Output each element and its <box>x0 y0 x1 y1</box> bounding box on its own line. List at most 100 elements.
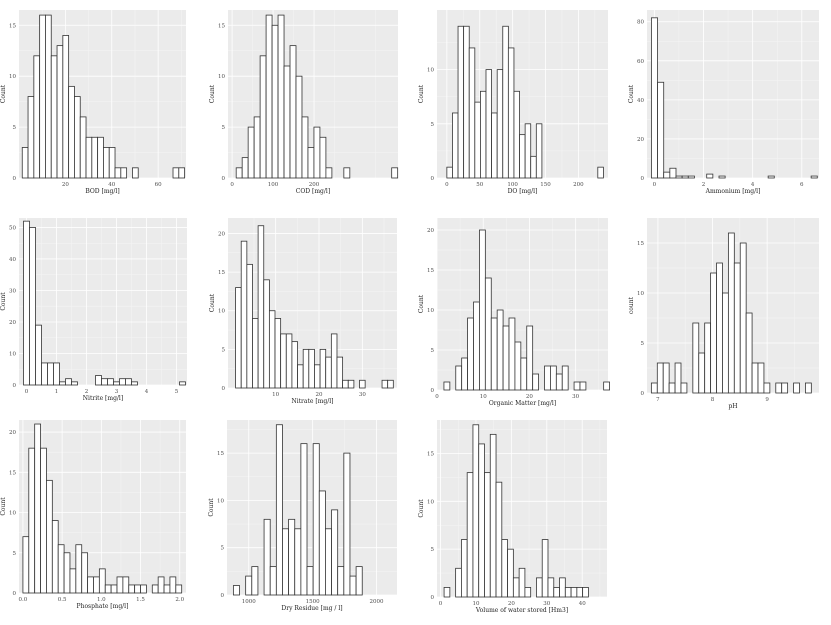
histogram-bar <box>573 381 581 391</box>
histogram-bar <box>104 584 112 594</box>
histogram-bar <box>541 539 549 598</box>
histogram-bar <box>289 45 297 179</box>
x-tick-label: 0 <box>445 182 449 188</box>
y-axis-label: Count <box>418 84 425 103</box>
x-tick-label: 20 <box>316 392 323 398</box>
y-tick-label: 10 <box>9 74 16 80</box>
y-tick-label: 5 <box>431 122 435 128</box>
x-tick-label: 60 <box>155 182 162 188</box>
histogram-bar <box>39 14 46 179</box>
y-tick-label: 15 <box>9 23 16 29</box>
histogram-bar <box>45 14 52 179</box>
histogram-bar <box>235 287 242 389</box>
y-tick-label: 5 <box>221 546 225 552</box>
plot-background <box>19 218 187 385</box>
histogram-bar <box>489 433 497 598</box>
x-tick-label: 10 <box>472 601 479 607</box>
y-tick-label: 15 <box>217 451 224 457</box>
histogram-bar <box>257 225 265 389</box>
histogram-bar <box>47 362 54 386</box>
histogram-bar <box>751 362 759 394</box>
histogram-panel: 0 10 20 30 40 0 5 10 15 Volume of water stored [H… <box>418 420 607 614</box>
histogram-bar <box>283 65 291 179</box>
histogram-bar <box>680 382 688 394</box>
y-tick-label: 5 <box>222 347 226 353</box>
x-tick-label: 40 <box>579 601 586 607</box>
plot-background <box>647 10 819 178</box>
x-tick-label: 20 <box>526 394 533 400</box>
y-tick-label: 0 <box>222 176 226 182</box>
y-tick-label: 40 <box>9 257 16 263</box>
histogram-bar <box>132 167 139 179</box>
x-axis-label: DO [mg/l] <box>508 188 538 195</box>
x-tick-label: 2 <box>702 182 706 188</box>
histogram-bar <box>461 539 468 598</box>
histogram-bar <box>271 24 279 179</box>
histogram-bar <box>301 116 309 179</box>
histogram-bar <box>28 447 36 594</box>
histogram-bar <box>275 424 283 596</box>
x-axis-label: Phosphate [mg/l] <box>77 603 129 610</box>
histogram-bar <box>163 584 171 594</box>
x-tick-label: 2000 <box>370 599 384 605</box>
histogram-panel: 0 100 200 0 5 10 15 COD [mg/l] Count <box>209 10 399 195</box>
histogram-bar <box>781 382 789 394</box>
histogram-bar <box>268 310 276 389</box>
histogram-bar <box>65 378 72 386</box>
histogram-bar <box>241 157 249 179</box>
histogram-bar <box>330 333 338 389</box>
y-tick-label: 50 <box>9 225 16 231</box>
histogram-bar <box>484 277 492 391</box>
histogram-bar <box>446 166 453 179</box>
y-axis-label: Count <box>208 498 215 517</box>
histogram-bar <box>457 25 465 179</box>
x-tick-label: 2.0 <box>175 597 184 603</box>
y-tick-label: 0 <box>13 591 17 597</box>
y-axis-label: Count <box>628 84 635 103</box>
histogram-bar <box>519 134 526 179</box>
histogram-bar <box>34 423 41 594</box>
y-tick-label: 10 <box>427 68 434 74</box>
x-tick-label: 0.5 <box>58 597 67 603</box>
histogram-bar <box>319 136 327 179</box>
histogram-bar <box>69 568 77 594</box>
x-tick-label: 20 <box>62 182 69 188</box>
histogram-bar <box>443 381 451 391</box>
histogram-bar <box>668 382 676 394</box>
histogram-bar <box>757 362 765 394</box>
histogram-bar <box>325 167 333 179</box>
histogram-bar <box>704 322 712 394</box>
histogram-bar <box>555 373 563 391</box>
y-tick-label: 0 <box>222 386 226 392</box>
histogram-bar <box>140 584 147 594</box>
y-tick-label: 0 <box>13 383 17 389</box>
histogram-bar <box>387 379 394 389</box>
y-axis-label: Count <box>0 84 7 103</box>
histogram-bar <box>263 279 270 389</box>
histogram-bar <box>472 424 480 598</box>
x-tick-label: 0 <box>25 389 29 395</box>
histogram-bar <box>56 45 64 179</box>
histogram-bar <box>122 576 130 594</box>
histogram-bar <box>518 567 526 598</box>
histogram-bar <box>343 167 351 179</box>
histogram-bar <box>134 584 141 594</box>
histogram-bar <box>246 263 253 389</box>
x-tick-label: 100 <box>507 182 518 188</box>
y-tick-label: 0 <box>13 176 17 182</box>
x-tick-label: 9 <box>765 397 769 403</box>
histogram-bar <box>51 520 59 594</box>
y-axis-label: Count <box>209 293 216 312</box>
x-axis-label: Organic Matter [mg/l] <box>489 400 556 407</box>
histogram-bar <box>325 356 332 389</box>
histogram-bar <box>179 381 186 386</box>
histogram-bar <box>597 166 604 179</box>
y-axis-label: count <box>628 296 635 314</box>
histogram-bar <box>485 69 492 179</box>
y-tick-label: 5 <box>13 551 17 557</box>
histogram-bar <box>27 96 35 179</box>
histogram-bar <box>259 55 267 179</box>
histogram-bar <box>151 584 159 594</box>
x-tick-label: 10 <box>480 394 487 400</box>
